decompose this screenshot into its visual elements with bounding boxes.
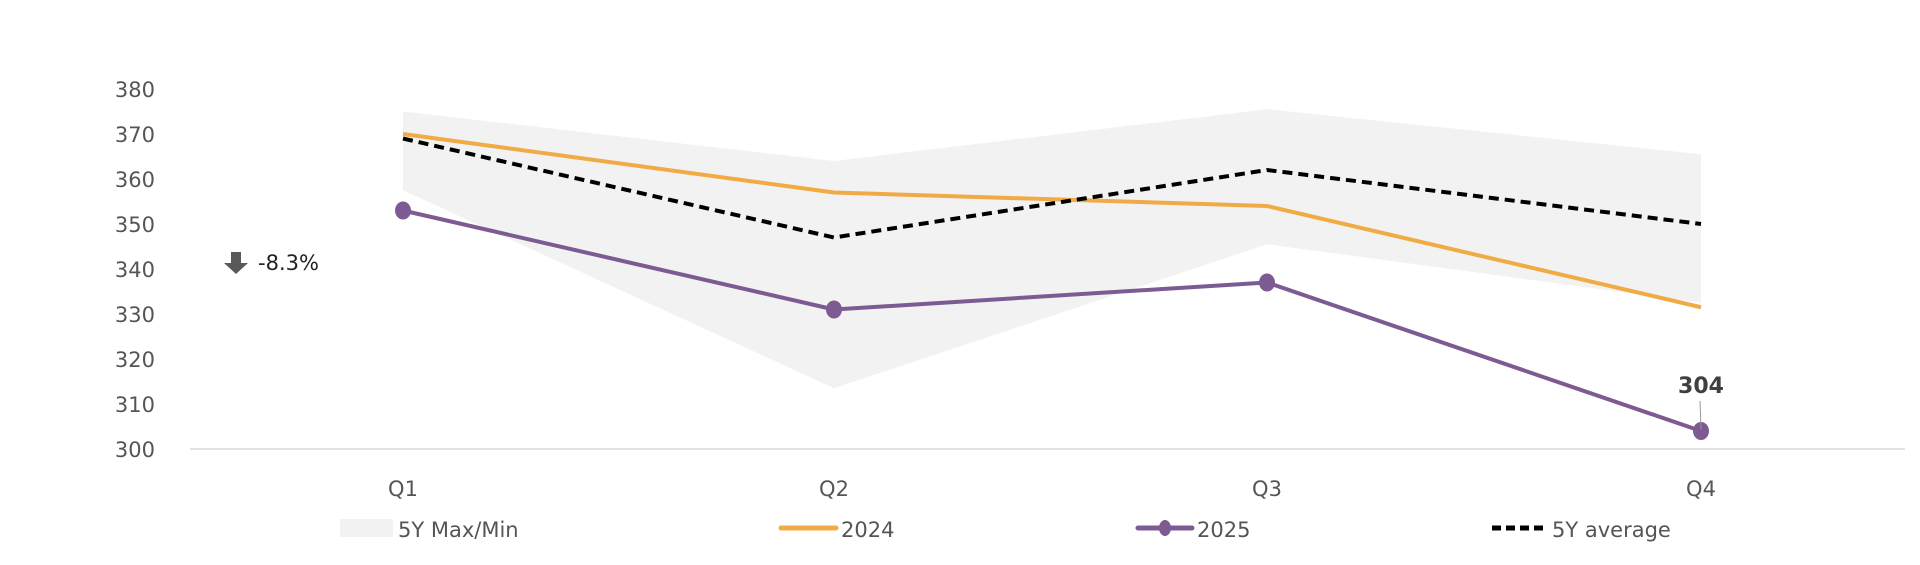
change-annotation: -8.3% bbox=[224, 251, 319, 275]
legend-label-2024: 2024 bbox=[841, 518, 894, 542]
legend-label-band: 5Y Max/Min bbox=[398, 518, 519, 542]
arrow-down-icon bbox=[224, 252, 248, 274]
change-label: -8.3% bbox=[258, 251, 319, 275]
y-axis: 300 310 320 330 340 350 360 370 380 bbox=[115, 78, 155, 462]
y-tick-label: 320 bbox=[115, 348, 155, 372]
legend-label-2025: 2025 bbox=[1197, 518, 1250, 542]
x-tick-label: Q2 bbox=[819, 477, 849, 501]
data-point-2025-Q2 bbox=[826, 300, 842, 319]
band-5y-max-min bbox=[403, 109, 1701, 389]
data-label-text: 304 bbox=[1678, 374, 1724, 399]
series-line-2024 bbox=[402, 132, 1702, 310]
y-tick-label: 370 bbox=[115, 123, 155, 147]
x-tick-label: Q1 bbox=[388, 477, 418, 501]
x-tick-label: Q4 bbox=[1686, 477, 1716, 501]
data-point-2025-Q1 bbox=[395, 201, 411, 220]
data-label-q4: 304 bbox=[1678, 374, 1724, 430]
y-tick-label: 330 bbox=[115, 303, 155, 327]
series-line-2025 bbox=[402, 208, 1702, 433]
x-tick-label: Q3 bbox=[1252, 477, 1282, 501]
series-lines bbox=[395, 132, 1709, 440]
legend-label-5y-average: 5Y average bbox=[1552, 518, 1671, 542]
y-tick-label: 310 bbox=[115, 393, 155, 417]
y-tick-label: 350 bbox=[115, 213, 155, 237]
legend-swatch-band bbox=[340, 519, 393, 537]
data-point-2025-Q3 bbox=[1259, 273, 1275, 292]
x-axis: Q1 Q2 Q3 Q4 bbox=[388, 477, 1716, 501]
series-line-5y-average bbox=[402, 136, 1702, 240]
y-tick-label: 340 bbox=[115, 258, 155, 282]
data-label-leader bbox=[1699, 400, 1702, 430]
legend-marker-2025 bbox=[1159, 520, 1171, 536]
y-tick-label: 380 bbox=[115, 78, 155, 102]
data-point-2025-Q4 bbox=[1693, 422, 1709, 440]
y-tick-label: 360 bbox=[115, 168, 155, 192]
legend: 5Y Max/Min 2024 2025 5Y average bbox=[340, 518, 1671, 542]
y-tick-label: 300 bbox=[115, 438, 155, 462]
